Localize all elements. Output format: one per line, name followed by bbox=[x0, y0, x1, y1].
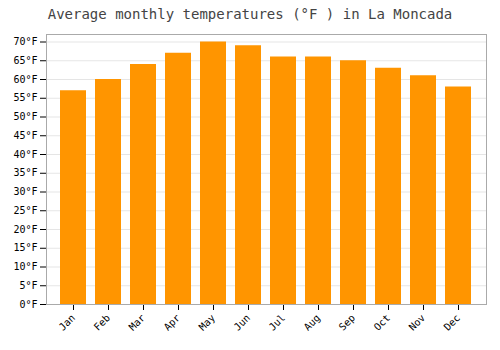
svg-text:10°F: 10°F bbox=[13, 261, 37, 272]
svg-text:Aug: Aug bbox=[302, 312, 323, 333]
svg-text:70°F: 70°F bbox=[13, 36, 37, 47]
svg-text:55°F: 55°F bbox=[13, 92, 37, 103]
svg-text:15°F: 15°F bbox=[13, 242, 37, 253]
svg-text:40°F: 40°F bbox=[13, 149, 37, 160]
svg-text:Jun: Jun bbox=[232, 312, 253, 333]
svg-text:Jan: Jan bbox=[57, 312, 78, 333]
svg-text:Nov: Nov bbox=[407, 312, 428, 333]
html-text:Average monthly temperatures (: Average monthly temperatures (°F ) in La… bbox=[47, 6, 453, 22]
svg-text:30°F: 30°F bbox=[13, 186, 37, 197]
svg-text:0°F: 0°F bbox=[19, 299, 37, 310]
svg-text:Feb: Feb bbox=[92, 312, 113, 333]
svg-text:Sep: Sep bbox=[337, 312, 358, 333]
svg-text:65°F: 65°F bbox=[13, 55, 37, 66]
svg-text:Mar: Mar bbox=[127, 312, 148, 333]
svg-text:20°F: 20°F bbox=[13, 224, 37, 235]
svg-text:25°F: 25°F bbox=[13, 205, 37, 216]
svg-text:Apr: Apr bbox=[162, 312, 183, 333]
svg-text:60°F: 60°F bbox=[13, 74, 37, 85]
svg-text:35°F: 35°F bbox=[13, 167, 37, 178]
svg-text:5°F: 5°F bbox=[19, 280, 37, 291]
svg-text:45°F: 45°F bbox=[13, 130, 37, 141]
svg-text:Jul: Jul bbox=[267, 312, 288, 333]
svg-text:May: May bbox=[197, 312, 218, 333]
svg-text:Dec: Dec bbox=[442, 312, 463, 333]
svg-text:Oct: Oct bbox=[372, 312, 393, 333]
svg-text:50°F: 50°F bbox=[13, 111, 37, 122]
